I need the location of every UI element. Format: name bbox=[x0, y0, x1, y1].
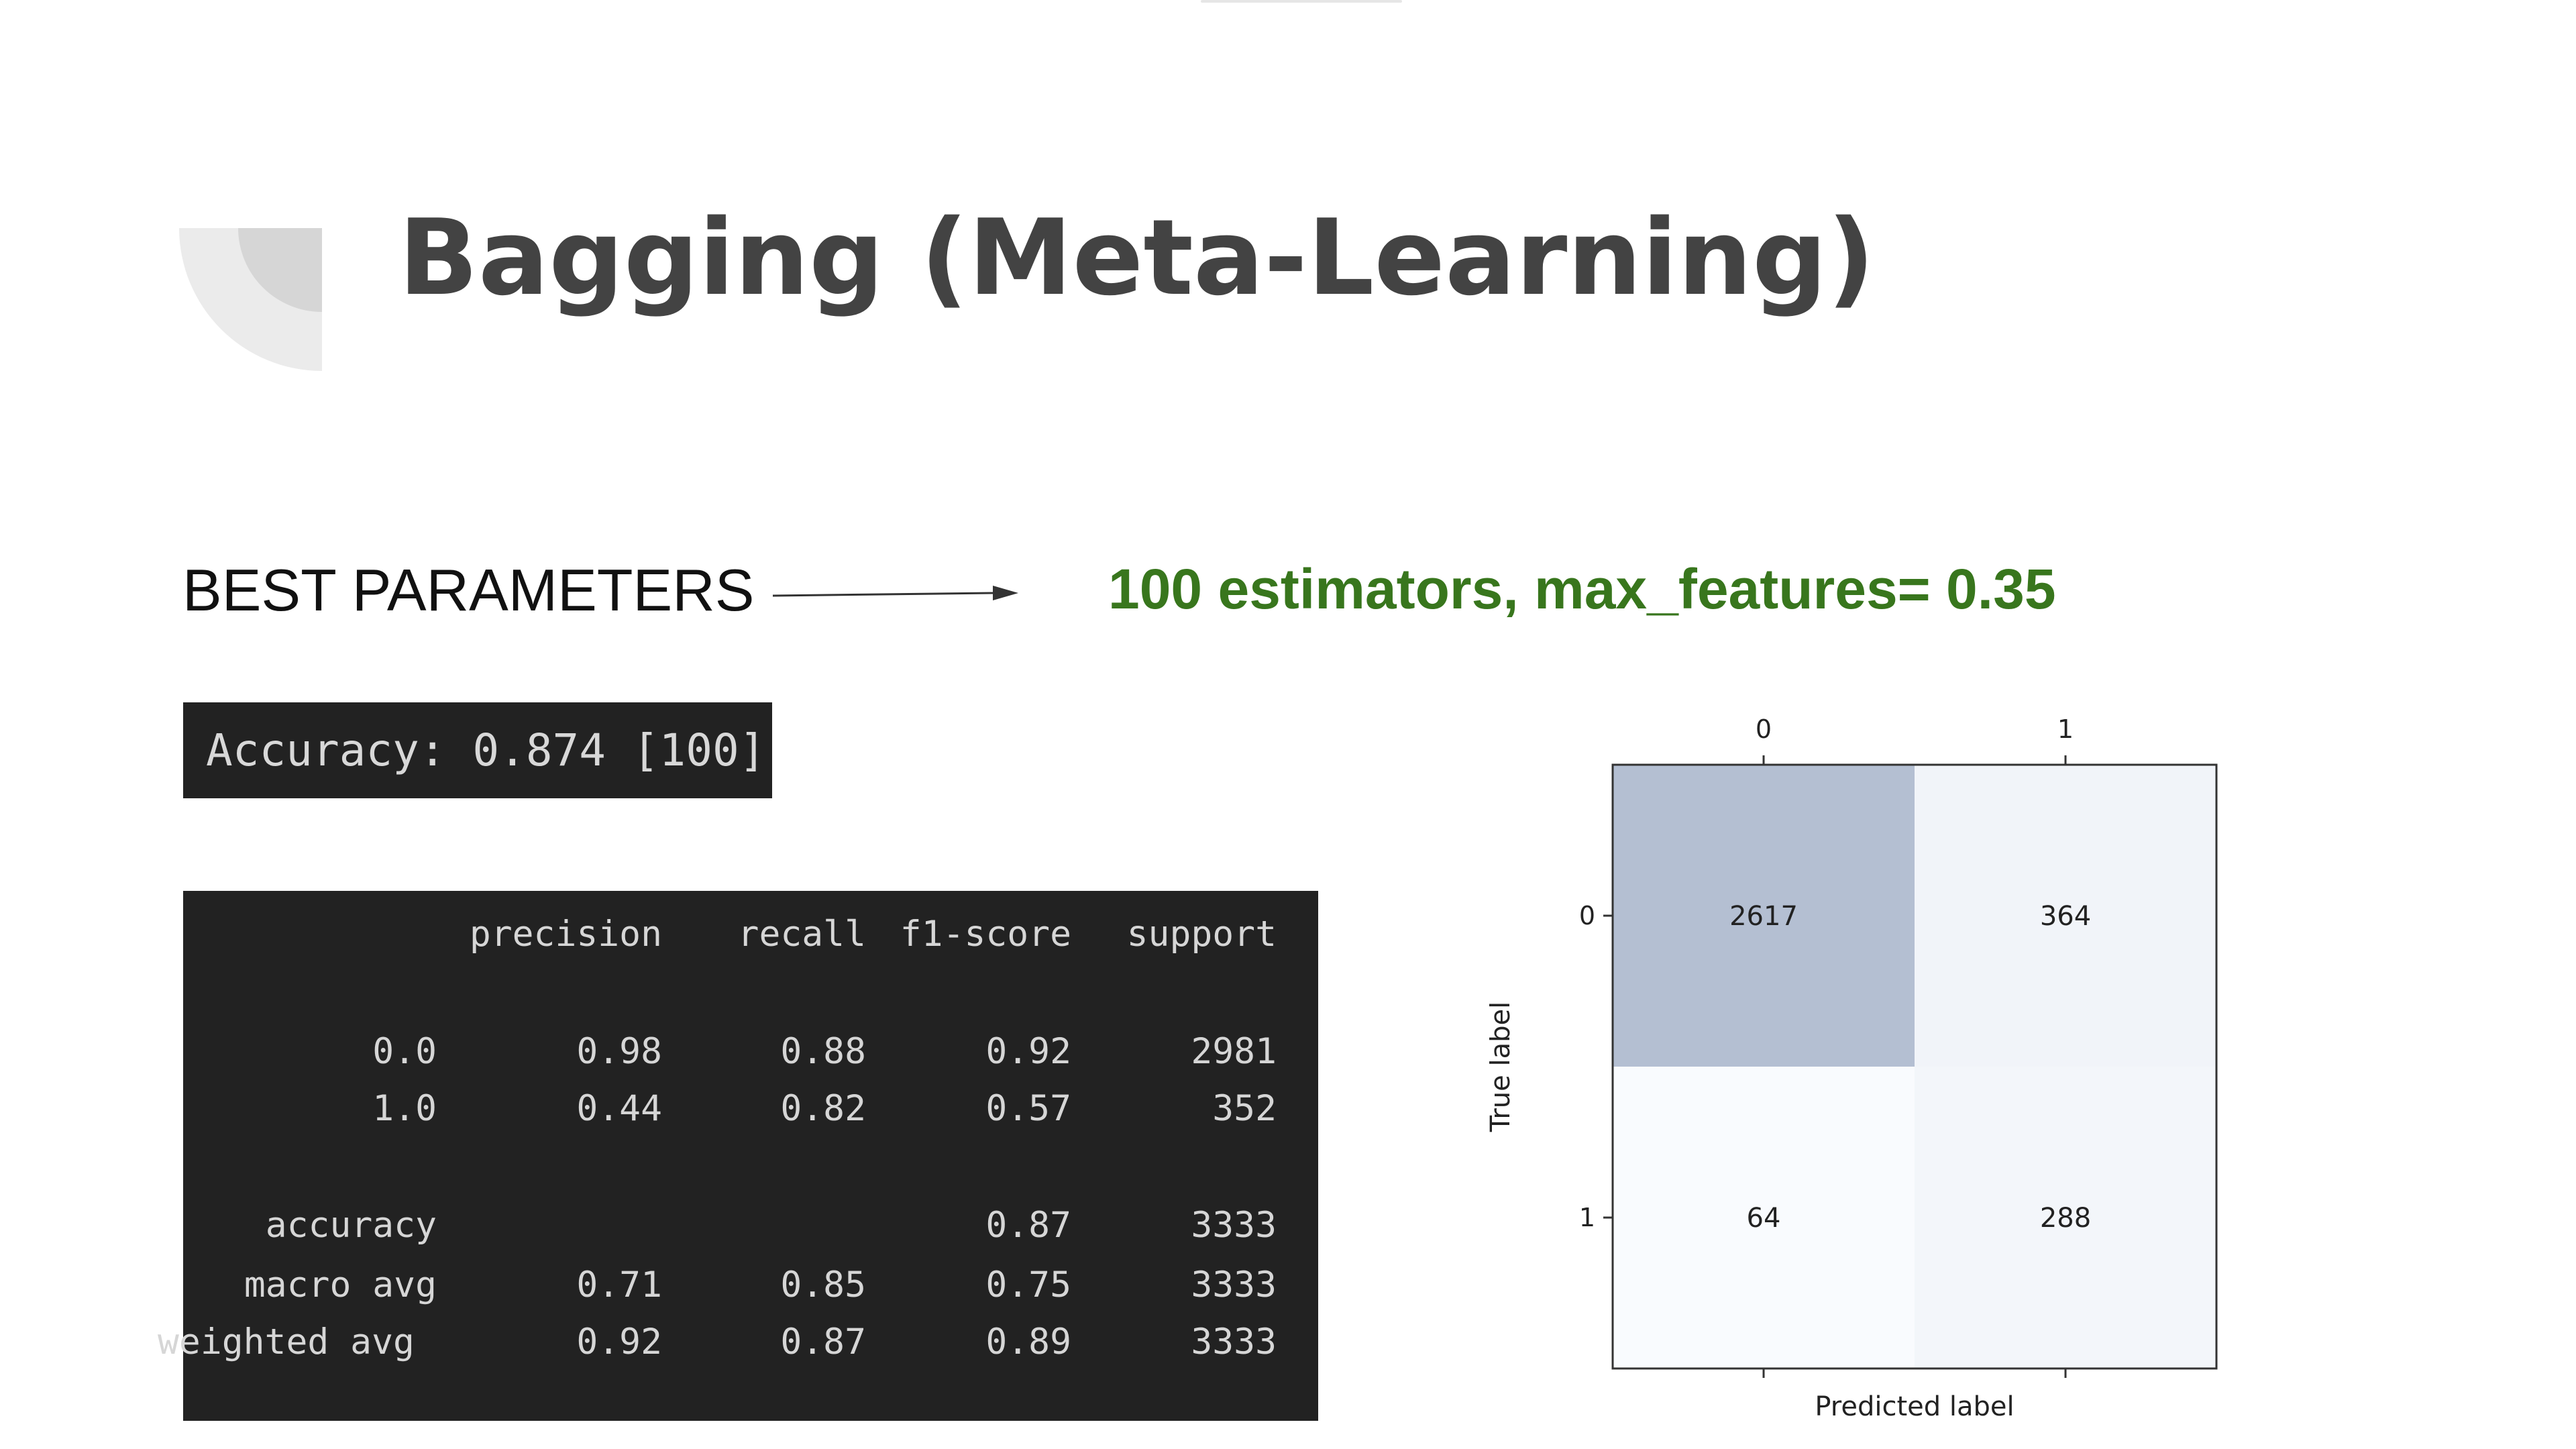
x-tick-label: 0 bbox=[1756, 714, 1772, 744]
best-parameters-value: 100 estimators, max_features= 0.35 bbox=[1108, 557, 2056, 621]
top-edge-tab bbox=[1201, 0, 1402, 3]
matrix-cell bbox=[1613, 765, 1915, 1067]
report-cell: 3333 bbox=[1191, 1322, 1277, 1362]
report-cell: 0.98 bbox=[576, 1031, 662, 1072]
report-cell: 0.85 bbox=[780, 1265, 866, 1305]
report-header-recall: recall bbox=[737, 914, 866, 955]
report-cell: 3333 bbox=[1191, 1265, 1277, 1305]
report-cell: 352 bbox=[1212, 1088, 1277, 1129]
report-row-label: accuracy bbox=[265, 1205, 437, 1246]
cell-value-label: 64 bbox=[1747, 1203, 1781, 1234]
report-row-label: 1.0 bbox=[372, 1088, 437, 1129]
y-axis-label: True label bbox=[1489, 1002, 1516, 1132]
report-cell: 0.44 bbox=[576, 1088, 662, 1129]
report-cell: 0.71 bbox=[576, 1265, 662, 1305]
cell-value-label: 288 bbox=[2040, 1203, 2091, 1234]
report-cell: 0.88 bbox=[780, 1031, 866, 1072]
report-cell: 3333 bbox=[1191, 1205, 1277, 1246]
y-tick-label: 0 bbox=[1579, 901, 1595, 930]
report-row-label: macro avg bbox=[244, 1265, 437, 1305]
report-cell: 0.92 bbox=[576, 1322, 662, 1362]
report-row-label: weighted avg bbox=[158, 1322, 415, 1362]
matrix-cell bbox=[1915, 1067, 2216, 1368]
matrix-cell bbox=[1915, 765, 2216, 1067]
arrow-right-icon bbox=[772, 586, 1018, 600]
report-cell: 2981 bbox=[1191, 1031, 1277, 1072]
matrix-cell bbox=[1613, 1067, 1915, 1368]
report-cell: 0.87 bbox=[780, 1322, 866, 1362]
best-parameters-label: BEST PARAMETERS bbox=[182, 557, 755, 623]
confusion-matrix-chart: 2617 364 64 288 0 1 0 1 Predicted label True labe… bbox=[1489, 714, 2218, 1422]
report-row-label: 0.0 bbox=[372, 1031, 437, 1072]
report-header-support: support bbox=[1126, 914, 1277, 955]
decorative-quarter-circle-icon bbox=[179, 228, 322, 371]
report-cell: 0.92 bbox=[985, 1031, 1071, 1072]
report-cell: 0.82 bbox=[780, 1088, 866, 1129]
cell-value-label: 2617 bbox=[1729, 901, 1798, 932]
slide-title: Bagging (Meta-Learning) bbox=[398, 197, 1875, 319]
cell-value-label: 364 bbox=[2040, 901, 2091, 932]
x-axis-label: Predicted label bbox=[1815, 1391, 2014, 1422]
classification-report: precision recall f1-score support 0.0 0.… bbox=[158, 891, 1318, 1421]
x-tick-label: 1 bbox=[2057, 714, 2074, 744]
report-header-precision: precision bbox=[469, 914, 662, 955]
matrix-frame bbox=[1611, 763, 2218, 1370]
accuracy-output: Accuracy: 0.874 [100] bbox=[183, 702, 772, 798]
report-cell: 0.89 bbox=[985, 1322, 1071, 1362]
report-cell: 0.75 bbox=[985, 1265, 1071, 1305]
y-tick-label: 1 bbox=[1579, 1203, 1595, 1232]
report-header-f1-score: f1-score bbox=[900, 914, 1071, 955]
report-cell: 0.57 bbox=[985, 1088, 1071, 1129]
report-cell: 0.87 bbox=[985, 1205, 1071, 1246]
